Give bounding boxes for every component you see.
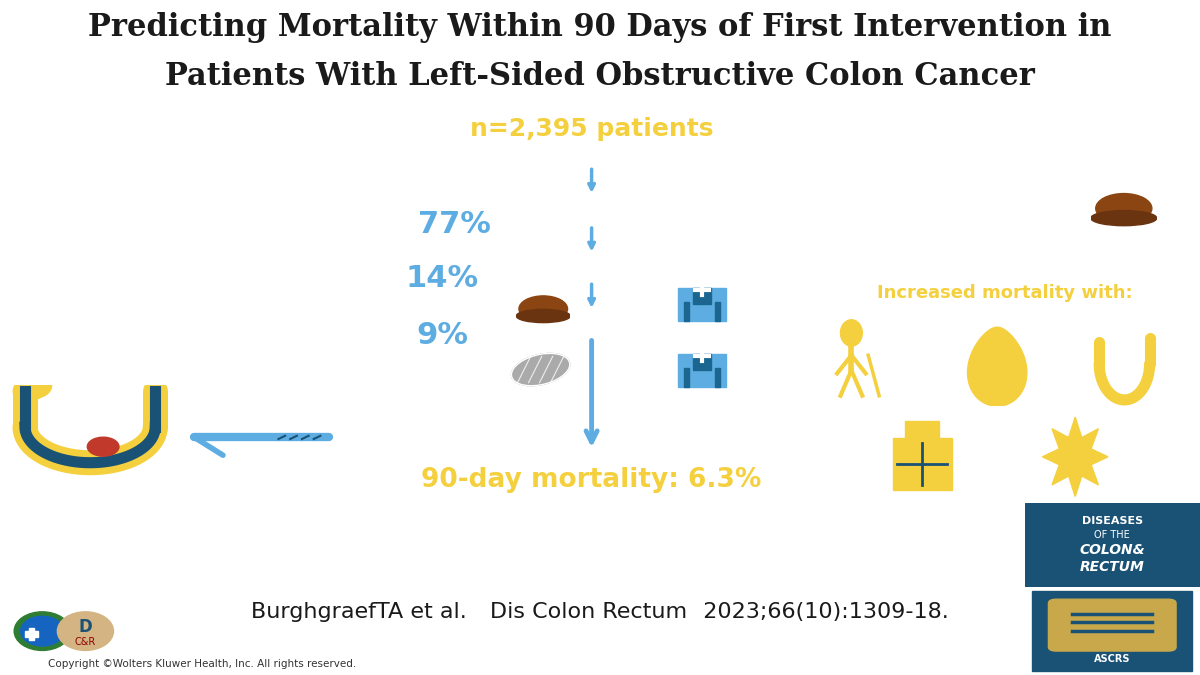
Ellipse shape bbox=[1096, 194, 1152, 223]
FancyBboxPatch shape bbox=[1049, 599, 1176, 651]
Text: ASCRS: ASCRS bbox=[1094, 654, 1130, 664]
Ellipse shape bbox=[511, 354, 570, 385]
Text: 2009 – 2016: 2009 – 2016 bbox=[134, 348, 239, 365]
Text: ASA: ASA bbox=[923, 465, 954, 480]
Text: With 1ˢᵗ intervention as follows:: With 1ˢᵗ intervention as follows: bbox=[470, 159, 713, 174]
Text: 77%: 77% bbox=[419, 211, 491, 240]
Text: D: D bbox=[78, 618, 92, 636]
Bar bbox=[678, 354, 726, 387]
Polygon shape bbox=[1043, 417, 1108, 497]
Text: Location: Location bbox=[1109, 382, 1174, 397]
Text: n=2,395 patients: n=2,395 patients bbox=[470, 117, 713, 142]
Bar bbox=[692, 288, 710, 304]
Ellipse shape bbox=[516, 309, 570, 323]
Bar bbox=[692, 354, 710, 370]
Text: OF THE: OF THE bbox=[1094, 530, 1130, 540]
Ellipse shape bbox=[1091, 211, 1157, 225]
Circle shape bbox=[14, 612, 71, 651]
Text: as: as bbox=[642, 267, 661, 285]
Text: to surgery: to surgery bbox=[685, 325, 770, 344]
Text: CRP: CRP bbox=[1056, 465, 1086, 480]
Polygon shape bbox=[967, 327, 1027, 406]
Text: C&R: C&R bbox=[74, 637, 96, 647]
Text: RECTUM: RECTUM bbox=[1080, 560, 1145, 574]
Text: Decompressing stoma assoc
with lower mortality:
Hazard ratio = 0.27: Decompressing stoma assoc with lower mor… bbox=[880, 113, 1130, 180]
Text: Age: Age bbox=[862, 382, 892, 397]
Bar bbox=[715, 302, 720, 321]
Circle shape bbox=[840, 320, 863, 346]
Bar bbox=[906, 421, 940, 438]
Text: 75 hospitals:
prospective cohort audit: 75 hospitals: prospective cohort audit bbox=[50, 132, 323, 176]
Text: Resection with curative
intent for left-sided
obstructive colon cancer: Resection with curative intent for left-… bbox=[71, 235, 302, 304]
Text: 14%: 14% bbox=[406, 264, 479, 293]
Text: as: as bbox=[642, 325, 661, 344]
Text: Copyright ©Wolters Kluwer Health, Inc. All rights reserved.: Copyright ©Wolters Kluwer Health, Inc. A… bbox=[48, 659, 356, 670]
Text: Increased mortality with:: Increased mortality with: bbox=[877, 284, 1133, 302]
Text: acute resection: acute resection bbox=[568, 208, 719, 227]
Bar bbox=[678, 288, 726, 321]
Bar bbox=[684, 368, 689, 387]
Bar bbox=[893, 438, 952, 490]
Text: to surgery: to surgery bbox=[685, 267, 770, 285]
Bar bbox=[715, 368, 720, 387]
Circle shape bbox=[58, 612, 114, 651]
Text: COLON&: COLON& bbox=[1079, 543, 1145, 558]
Bar bbox=[29, 628, 34, 640]
Text: 90-day mortality: 6.3%: 90-day mortality: 6.3% bbox=[421, 467, 762, 493]
Text: Patients With Left-Sided Obstructive Colon Cancer: Patients With Left-Sided Obstructive Col… bbox=[166, 61, 1034, 92]
Circle shape bbox=[20, 616, 64, 646]
Text: Risk model AUC 0.84: Risk model AUC 0.84 bbox=[900, 524, 1110, 541]
Text: 9%: 9% bbox=[416, 321, 468, 350]
Text: BurghgraefTA et al.    Dis Colon Rectum   2023;66(10):1309-18.: BurghgraefTA et al. Dis Colon Rectum 202… bbox=[251, 602, 949, 622]
Bar bbox=[684, 302, 689, 321]
Ellipse shape bbox=[518, 296, 568, 322]
Text: DISEASES: DISEASES bbox=[1081, 516, 1142, 526]
Circle shape bbox=[88, 437, 119, 456]
Bar bbox=[25, 631, 38, 637]
Text: Outcome: 90 day mortality
after 1st intervention: Outcome: 90 day mortality after 1st inte… bbox=[46, 509, 328, 553]
Text: Predicting Mortality Within 90 Days of First Intervention in: Predicting Mortality Within 90 Days of F… bbox=[89, 12, 1111, 43]
Text: Cr: Cr bbox=[1004, 382, 1021, 397]
